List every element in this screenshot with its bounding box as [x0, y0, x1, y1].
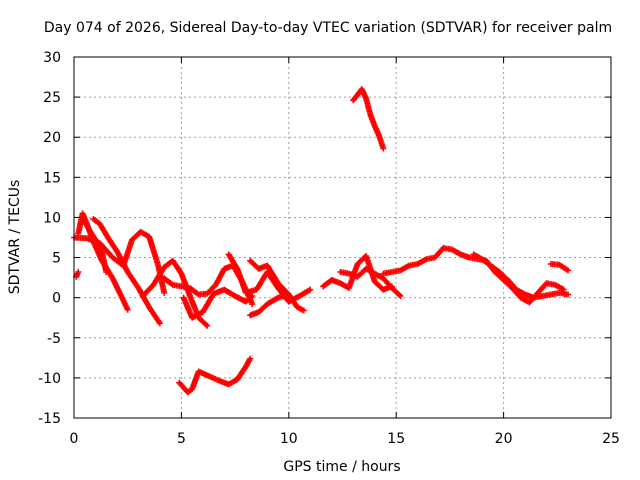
tick-layer: 0 5 10 15 20 25 -15 -10 -5 0 5 10 15 20 25 30 — [38, 50, 620, 447]
data-point — [565, 267, 572, 274]
data-point — [202, 321, 209, 328]
x-tick-label: 25 — [602, 431, 620, 447]
y-tick-label: 30 — [43, 50, 61, 66]
x-tick-label: 0 — [70, 431, 79, 447]
chart-title: Day 074 of 2026, Sidereal Day-to-day VTE… — [44, 20, 612, 36]
x-tick-label: 20 — [495, 431, 513, 447]
y-tick-label: 25 — [43, 90, 61, 106]
x-tick-label: 10 — [280, 431, 298, 447]
x-tick-label: 5 — [177, 431, 186, 447]
data-point — [161, 289, 168, 296]
data-layer — [71, 86, 572, 396]
data-point — [124, 306, 131, 313]
y-tick-label: 5 — [52, 251, 61, 267]
y-tick-label: -10 — [38, 371, 61, 387]
data-point — [75, 268, 82, 275]
data-point — [380, 145, 387, 152]
data-point — [285, 291, 292, 298]
plot-frame — [73, 56, 612, 419]
data-point — [397, 293, 404, 300]
y-tick-label: 20 — [43, 130, 61, 146]
series-arc-12 — [247, 291, 292, 319]
y-tick-label: 10 — [43, 210, 61, 226]
y-tick-label: 0 — [52, 291, 61, 307]
data-point — [300, 307, 307, 314]
grid-layer — [74, 57, 611, 418]
data-point — [103, 268, 110, 275]
data-point — [307, 286, 314, 293]
series-arc-15 — [350, 86, 387, 152]
y-axis-label: SDTVAR / TECUs — [7, 180, 23, 295]
data-point — [156, 320, 163, 327]
data-point — [560, 286, 567, 293]
x-axis-label: GPS time / hours — [283, 459, 400, 475]
data-point — [204, 322, 211, 329]
x-tick-label: 15 — [387, 431, 405, 447]
series-arc-17 — [470, 251, 572, 301]
data-point — [565, 291, 572, 298]
series-arc-8 — [176, 355, 254, 396]
series-arc-9 — [180, 286, 256, 321]
series-arc-3 — [79, 214, 110, 275]
data-point — [249, 293, 256, 300]
series-arc-18 — [547, 260, 572, 274]
y-tick-label: -5 — [47, 331, 61, 347]
data-point — [396, 291, 403, 298]
series-arc-4 — [90, 216, 163, 327]
y-tick-label: 15 — [43, 170, 61, 186]
series-arc-14 — [337, 265, 404, 300]
y-tick-label: -15 — [38, 411, 61, 427]
data-point — [168, 280, 175, 287]
data-point — [249, 301, 256, 308]
data-point — [247, 355, 254, 362]
